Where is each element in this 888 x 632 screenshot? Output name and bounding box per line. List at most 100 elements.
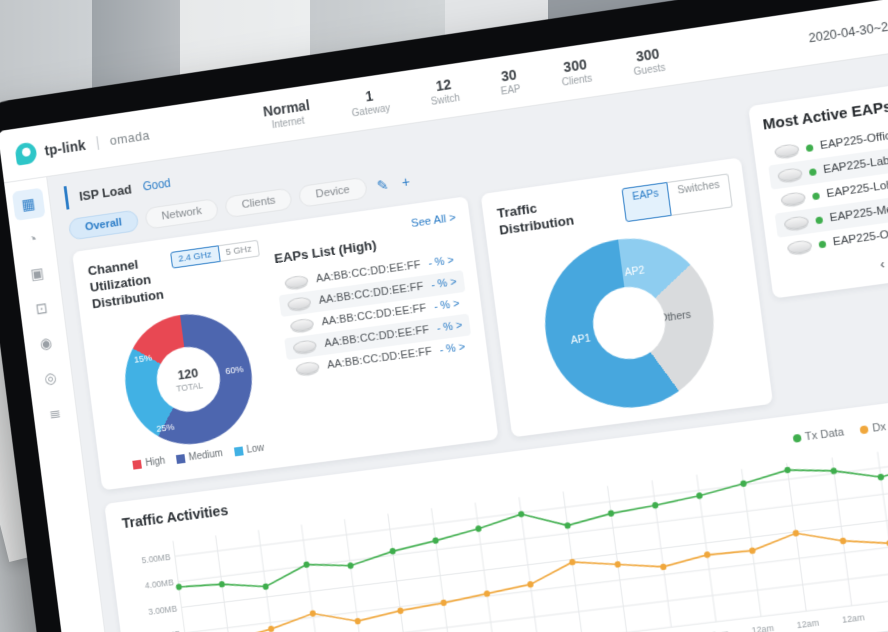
stat-label: EAP	[500, 83, 522, 98]
tab-device[interactable]: Device	[298, 176, 368, 208]
slice-label-ap1: AP1	[570, 332, 592, 347]
ap-device-icon	[287, 296, 312, 312]
svg-text:4.00MB: 4.00MB	[144, 577, 174, 591]
utilization-link[interactable]: - % >	[430, 276, 458, 292]
stat-gateway: 1 Gateway	[349, 85, 391, 120]
band-tab-5ghz[interactable]: 5 GHz	[218, 239, 261, 262]
stat-value: 30	[500, 66, 518, 85]
isp-load-status[interactable]: Good	[141, 175, 172, 194]
tab-network[interactable]: Network	[144, 197, 220, 230]
stat-label: Guests	[633, 62, 667, 79]
header-right: 2020-04-30~2020-6-30 ⚙	[807, 0, 888, 53]
edit-dashboard-icon[interactable]: ✎	[375, 175, 390, 194]
svg-text:12am: 12am	[796, 617, 820, 630]
stat-value: 300	[562, 56, 588, 76]
dx-swatch	[859, 424, 869, 435]
svg-text:12am: 12am	[887, 606, 888, 619]
tab-switches[interactable]: Switches	[667, 173, 733, 216]
utilization-link[interactable]: - % >	[427, 254, 455, 270]
traffic-distribution-title: Traffic Distribution	[496, 200, 575, 238]
svg-text:5.00MB: 5.00MB	[141, 551, 171, 565]
slice-label-ap2: AP2	[623, 264, 646, 279]
tab-overall[interactable]: Overall	[67, 209, 140, 241]
utilization-link[interactable]: - % >	[436, 319, 464, 335]
tab-clients[interactable]: Clients	[224, 187, 294, 219]
ap-device-icon	[783, 215, 810, 231]
channel-utilization-legend: High Medium Low	[112, 440, 285, 473]
donut-total-label: TOTAL	[175, 380, 204, 394]
eaps-list-section: See All > EAPs List (High) AA:BB:CC:DD:E…	[272, 212, 483, 451]
svg-text:12am: 12am	[751, 622, 774, 632]
legend-item-high: High	[132, 455, 166, 470]
sidebar-item-map[interactable]: ▣	[20, 257, 54, 290]
sidebar-item-devices[interactable]: ⊡	[25, 292, 59, 325]
utilization-link[interactable]: - % >	[433, 297, 461, 314]
stat-label: Clients	[561, 73, 593, 89]
add-widget-icon[interactable]: +	[400, 173, 411, 191]
traffic-activities-legend: Tx Data Dx Data	[792, 417, 888, 444]
ap-device-icon	[777, 167, 803, 183]
main-content: ISP Load Good Overall Network Clients De…	[47, 31, 888, 632]
legend-tx-data: Tx Data	[792, 426, 845, 445]
tx-swatch	[792, 433, 802, 443]
tab-eaps[interactable]: EAPs	[621, 181, 672, 223]
logo-divider: |	[94, 134, 101, 152]
low-swatch	[233, 446, 244, 457]
sidebar-item-insight[interactable]: ◎	[34, 362, 68, 395]
ap-device-icon	[773, 143, 800, 159]
stat-value: 12	[434, 76, 453, 95]
sidebar-item-clients[interactable]: ◉	[29, 327, 63, 360]
eap-name: EAP225-Office1	[832, 224, 888, 249]
eap-name: EAP225-Office	[819, 129, 888, 153]
band-tab-24ghz[interactable]: 2.4 GHz	[169, 245, 221, 269]
sidebar-item-statistics[interactable]: ◔	[16, 222, 50, 255]
traffic-distribution-tabs: EAPs Switches	[621, 173, 733, 223]
right-rail: See All > Most Active EAPs EAP225-Office…	[746, 45, 888, 401]
utilization-link[interactable]: - % >	[438, 341, 466, 357]
sidebar-item-log[interactable]: ≣	[38, 396, 72, 429]
dashboard-icon: ▦	[20, 195, 36, 214]
ap-device-icon	[295, 360, 321, 376]
status-dot	[818, 239, 827, 248]
status-dot	[808, 167, 817, 176]
insight-icon: ◎	[43, 369, 58, 388]
ap-device-icon	[780, 191, 807, 207]
svg-text:12am: 12am	[841, 611, 865, 624]
channel-utilization-donut: 60% 25% 15% 120 TOTAL	[117, 305, 260, 452]
brand-text: tp-link	[43, 136, 87, 159]
product-text: omada	[108, 127, 151, 149]
page-prev[interactable]: ‹	[879, 256, 886, 272]
ap-device-icon	[786, 239, 813, 255]
stat-switch: 12 Switch	[428, 75, 460, 108]
slice-label-high: 15%	[133, 352, 153, 366]
status-dot	[815, 215, 824, 224]
ap-device-icon	[290, 317, 315, 333]
tplink-logo-icon	[14, 140, 38, 166]
slice-label-medium: 60%	[224, 363, 245, 377]
svg-text:2.00MB: 2.00MB	[151, 628, 181, 632]
statistics-icon: ◔	[27, 230, 38, 248]
status-dot	[805, 143, 814, 152]
traffic-activities-chart: 12am1am2am3am4am5am6am12am12am12am12am12…	[141, 419, 888, 632]
stat-internet: Normal Internet	[262, 97, 312, 132]
most-active-eaps-card: Most Active EAPs EAP225-Office32.07 GB >…	[748, 64, 888, 299]
legend-item-low: Low	[233, 442, 265, 457]
traffic-activities-card: Traffic Activities Tx Data Dx Data EAPs …	[104, 378, 888, 632]
map-icon: ▣	[29, 265, 45, 284]
stat-eap: 30 EAP	[498, 66, 522, 98]
channel-utilization-title: Channel Utilization Distribution	[86, 256, 165, 312]
stat-value: 300	[634, 45, 661, 65]
eap-name: EAP225-Lobby	[825, 177, 888, 201]
traffic-distribution-donut: AP2 Others AP1	[534, 227, 724, 418]
svg-text:3.00MB: 3.00MB	[148, 603, 178, 617]
clients-icon: ◉	[38, 334, 54, 353]
sidebar-item-dashboard[interactable]: ▦	[11, 187, 46, 221]
donut-total-value: 120	[176, 364, 200, 383]
stat-label: Switch	[430, 92, 461, 108]
date-range-picker[interactable]: 2020-04-30~2020-6-30	[807, 11, 888, 45]
donut-hole	[588, 282, 670, 364]
log-icon: ≣	[47, 404, 62, 423]
svg-text:12am: 12am	[706, 627, 729, 632]
